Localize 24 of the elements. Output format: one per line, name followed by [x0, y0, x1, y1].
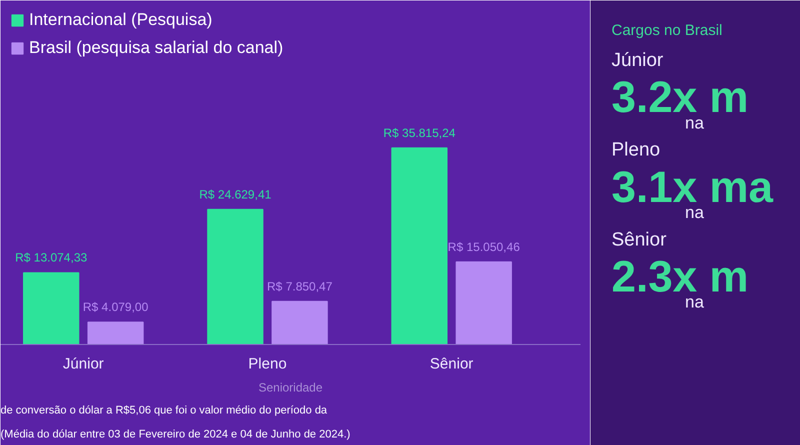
text: (Média do dólar entre 03 de Fevereiro de 2024 e 04 de Junho de 2024.)	[0, 428, 350, 440]
bar	[456, 261, 512, 344]
data-label: R$ 15.050,46	[448, 240, 520, 254]
bar	[207, 208, 264, 344]
data-label: R$ 35.815,24	[383, 126, 456, 140]
legend-label: Brasil (pesquisa salarial do canal)	[29, 38, 284, 58]
bar	[391, 147, 448, 344]
data-label: R$ 4.079,00	[82, 300, 149, 314]
bar	[23, 272, 80, 344]
bar	[87, 322, 144, 344]
text: Pleno	[612, 140, 660, 161]
data-label: R$ 7.850,47	[267, 279, 333, 294]
data-label: R$ 24.629,41	[199, 187, 272, 202]
text: Júnior	[612, 50, 664, 71]
text: Sênior	[612, 229, 668, 250]
x-tick-label: Sênior	[430, 356, 474, 372]
text: de conversão o dólar a R$5,06 que foi o valor médio do período da	[0, 404, 328, 416]
text: Cargos no Brasil	[612, 22, 722, 40]
x-tick-label: Júnior	[62, 356, 104, 372]
bar	[272, 300, 328, 344]
legend-label: Internacional (Pesquisa)	[29, 10, 212, 30]
x-tick-label: Pleno	[248, 356, 287, 372]
data-label: R$ 13.074,33	[15, 250, 88, 265]
x-axis-title: Senioridade	[258, 380, 323, 394]
